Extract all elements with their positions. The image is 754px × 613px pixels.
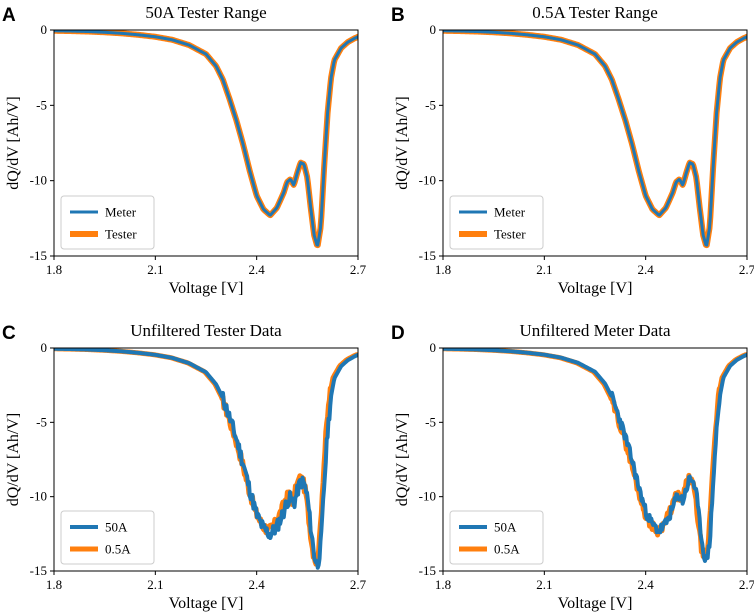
legend: Meter Tester — [60, 195, 155, 250]
panel-letter: D — [391, 323, 405, 344]
x-axis-label: Voltage [V] — [169, 595, 244, 612]
panel-letter: A — [2, 5, 16, 26]
x-tick-label: 1.8 — [435, 577, 451, 592]
panel-letter: B — [391, 5, 405, 26]
x-tick-label: 2.4 — [249, 577, 266, 592]
y-tick-label: -10 — [30, 173, 47, 188]
x-tick-label: 2.7 — [739, 262, 754, 277]
panel-D: D Unfiltered Meter Data 1.8 2.1 2.4 2.7 0 -5 -10… — [391, 321, 754, 612]
y-axis-label: dQ/dV [Ah/V] — [5, 413, 22, 506]
x-tick-label: 2.7 — [350, 262, 367, 277]
x-tick-label: 2.1 — [536, 262, 552, 277]
panel-C: C Unfiltered Tester Data 1.8 2.1 2.4 2.7 0 -5 -1… — [2, 321, 367, 612]
chart-title: Unfiltered Tester Data — [130, 321, 282, 340]
legend-label: 50A — [494, 520, 517, 535]
plot-area — [54, 30, 358, 249]
x-axis-label: Voltage [V] — [558, 280, 633, 297]
series-line-meter — [443, 30, 747, 247]
x-tick-label: 2.1 — [536, 577, 552, 592]
axes-frame — [442, 347, 748, 572]
legend-label: 0.5A — [494, 542, 520, 557]
y-tick-label: -10 — [419, 489, 436, 504]
x-axis-label: Voltage [V] — [169, 280, 244, 297]
x-tick-label: 2.1 — [147, 577, 163, 592]
y-tick-label: 0 — [430, 340, 437, 355]
x-tick-label: 2.4 — [638, 262, 655, 277]
x-tick-label: 2.4 — [638, 577, 655, 592]
y-tick-label: 0 — [41, 340, 48, 355]
chart-title: 0.5A Tester Range — [532, 3, 658, 22]
y-tick-label: 0 — [41, 22, 48, 37]
y-tick-label: -5 — [36, 414, 47, 429]
plot-area — [54, 348, 358, 570]
legend-label: Tester — [105, 227, 137, 242]
y-tick-label: -10 — [30, 489, 47, 504]
y-tick-label: -5 — [36, 97, 47, 112]
y-tick-label: -15 — [419, 563, 436, 578]
legend: 50A 0.5A — [60, 510, 155, 565]
axes-frame — [442, 29, 748, 257]
axes-frame — [53, 29, 359, 257]
x-tick-label: 1.8 — [46, 577, 62, 592]
x-tick-label: 2.1 — [147, 262, 163, 277]
legend: Meter Tester — [449, 195, 544, 250]
plot-area — [443, 30, 747, 249]
series-line-50a — [443, 348, 747, 563]
y-axis-label: dQ/dV [Ah/V] — [394, 413, 411, 506]
x-tick-label: 1.8 — [46, 262, 62, 277]
y-axis-label: dQ/dV [Ah/V] — [5, 96, 22, 189]
y-tick-label: 0 — [430, 22, 437, 37]
legend-label: Meter — [494, 205, 526, 220]
y-tick-label: -10 — [419, 173, 436, 188]
x-axis-label: Voltage [V] — [558, 595, 633, 612]
y-tick-label: -5 — [425, 97, 436, 112]
panel-A: A 50A Tester Range 1.8 2.1 2.4 2.7 0 -5 -10 -15 Vo… — [2, 3, 367, 297]
chart-title: Unfiltered Meter Data — [519, 321, 670, 340]
y-tick-label: -5 — [425, 414, 436, 429]
legend-label: 0.5A — [105, 542, 131, 557]
legend-label: Tester — [494, 227, 526, 242]
legend: 50A 0.5A — [449, 510, 544, 565]
chart-title: 50A Tester Range — [145, 3, 266, 22]
panel-letter: C — [2, 323, 16, 344]
x-tick-label: 2.7 — [350, 577, 367, 592]
x-tick-label: 1.8 — [435, 262, 451, 277]
y-tick-label: -15 — [30, 563, 47, 578]
x-tick-label: 2.7 — [739, 577, 754, 592]
y-axis-label: dQ/dV [Ah/V] — [394, 96, 411, 189]
series-line-meter — [54, 30, 358, 247]
y-tick-label: -15 — [30, 248, 47, 263]
legend-label: 50A — [105, 520, 128, 535]
plot-area — [443, 348, 747, 563]
y-tick-label: -15 — [419, 248, 436, 263]
x-tick-label: 2.4 — [249, 262, 266, 277]
legend-label: Meter — [105, 205, 137, 220]
axes-frame — [53, 347, 359, 572]
series-line-50a — [54, 348, 358, 570]
panel-B: B 0.5A Tester Range 1.8 2.1 2.4 2.7 0 -5 -10 -15 V… — [391, 3, 754, 297]
